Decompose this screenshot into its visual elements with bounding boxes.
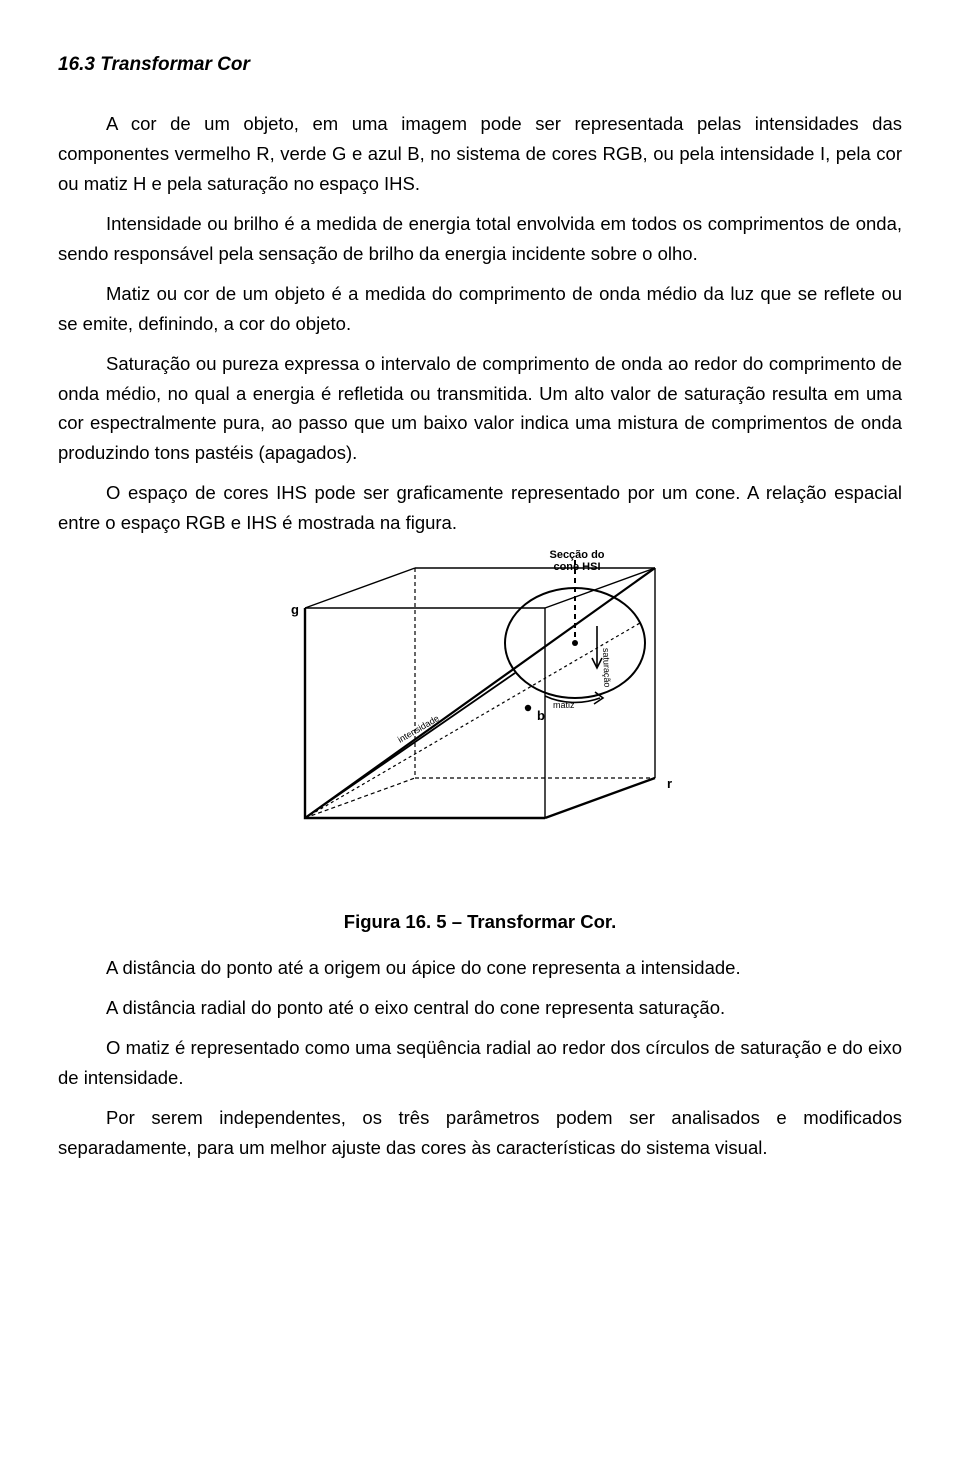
paragraph: A cor de um objeto, em uma imagem pode s… [58,109,902,199]
paragraph: Intensidade ou brilho é a medida de ener… [58,209,902,269]
paragraph: Matiz ou cor de um objeto é a medida do … [58,279,902,339]
figure-label-section2: cone HSI [553,561,600,573]
section-heading: 16.3 Transformar Cor [58,50,902,81]
paragraph: O espaço de cores IHS pode ser graficame… [58,478,902,538]
figure-label-section1: Secção do [549,549,604,561]
figure-axis-g: g [291,602,299,617]
paragraph: Saturação ou pureza expressa o intervalo… [58,349,902,469]
figure-label-saturacao: saturação [601,648,612,688]
paragraph: O matiz é representado como uma seqüênci… [58,1033,902,1093]
transformar-cor-figure: Secção do cone HSI g b r saturação matiz… [245,548,715,888]
paragraph: A distância do ponto até a origem ou ápi… [58,953,902,983]
figure-axis-b: b [537,708,545,723]
figure-axis-r: r [667,776,672,791]
paragraph: Por serem independentes, os três parâmet… [58,1103,902,1163]
figure-container: Secção do cone HSI g b r saturação matiz… [58,548,902,897]
figure-caption: Figura 16. 5 – Transformar Cor. [58,907,902,937]
paragraph: A distância radial do ponto até o eixo c… [58,993,902,1023]
figure-label-matiz: matiz [553,700,575,710]
